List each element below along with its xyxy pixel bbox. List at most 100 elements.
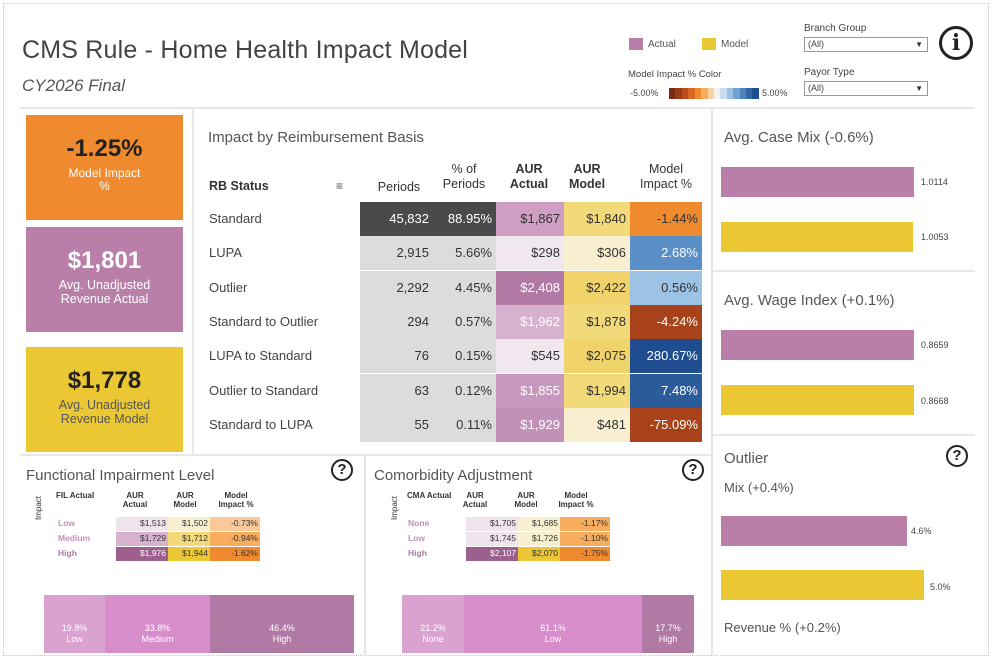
- rb-cell-impact: -4.24%: [630, 304, 702, 339]
- fil-cell-impact: -0.94%: [210, 532, 260, 546]
- cma-cell-actual: $2,107: [466, 547, 518, 561]
- rb-cell-impact: 280.67%: [630, 339, 702, 374]
- wage-index-title: Avg. Wage Index (+0.1%): [724, 292, 895, 309]
- rb-cell-impact: 7.48%: [630, 373, 702, 408]
- fil-col3-header: Model Impact %: [218, 491, 254, 510]
- fil-segment: 33.8% Medium: [105, 595, 210, 653]
- wage-index-actual-bar: [721, 330, 914, 360]
- rb-row-label: Standard to Outlier: [209, 313, 319, 329]
- branch-group-dropdown[interactable]: (All) ▼: [804, 37, 928, 52]
- cma-title: Comorbidity Adjustment: [374, 467, 533, 484]
- case-mix-model-bar: [721, 222, 913, 252]
- branch-group-label: Branch Group: [804, 23, 867, 34]
- rb-cell-model: $2,422: [564, 270, 630, 305]
- cma-segment-label: None: [422, 634, 444, 645]
- kpi-model-impact-value: -1.25%: [66, 135, 143, 162]
- fil-cell-impact: -1.62%: [210, 547, 260, 561]
- pct-periods-header: % of Periods: [442, 162, 486, 191]
- impact-color-label: Model Impact % Color: [628, 69, 722, 80]
- outlier-title: Outlier: [724, 450, 769, 467]
- help-icon-cma[interactable]: ?: [682, 459, 704, 481]
- fil-segment-pct: 19.8%: [61, 623, 88, 633]
- kpi-revenue-actual-label: Avg. Unadjusted Revenue Actual: [58, 278, 151, 306]
- payor-type-value: (All): [808, 83, 824, 93]
- fil-segment-label: Medium: [141, 634, 174, 645]
- rb-cell-model: $1,840: [564, 202, 630, 236]
- aur-actual-header: AUR Actual: [509, 162, 549, 191]
- cma-segment: 61.1% Low: [464, 595, 642, 653]
- fil-segment-label: High: [272, 634, 292, 645]
- rb-cell-model: $306: [564, 236, 630, 271]
- bottom-mid-divider: [364, 456, 366, 656]
- rb-cell-actual: $1,867: [496, 202, 564, 236]
- kpi-model-impact-label: Model Impact %: [68, 166, 141, 194]
- fil-side-label: Impact: [34, 495, 43, 520]
- page-title: CMS Rule - Home Health Impact Model: [22, 36, 469, 64]
- rb-cell-pct: 0.57%: [433, 304, 496, 339]
- rb-cell-impact: -75.09%: [630, 407, 702, 442]
- page-subtitle: CY2026 Final: [22, 76, 126, 95]
- fil-cell-model: $1,712: [168, 532, 210, 546]
- chevron-down-icon: ▼: [915, 84, 923, 93]
- outlier-mix-label: Mix (+0.4%): [724, 480, 794, 495]
- cma-cell-impact: -1.17%: [560, 517, 610, 531]
- rb-cell-actual: $1,929: [496, 407, 564, 442]
- rb-row-label: Outlier: [209, 279, 248, 295]
- cma-row-label: Low: [408, 533, 425, 543]
- rb-cell-periods: 45,832: [360, 202, 433, 236]
- fil-title: Functional Impairment Level: [26, 467, 215, 484]
- sort-icon[interactable]: ≡: [336, 179, 344, 193]
- rb-cell-periods: 76: [360, 339, 433, 374]
- rb-cell-model: $1,994: [564, 373, 630, 408]
- fil-row-label: Medium: [58, 533, 91, 543]
- case-mix-title: Avg. Case Mix (-0.6%): [724, 129, 874, 146]
- fil-cell-actual: $1,729: [116, 532, 168, 546]
- legend-actual-label: Actual: [648, 39, 676, 50]
- branch-group-value: (All): [808, 39, 824, 49]
- outlier-actual-value: 4.6%: [911, 526, 932, 536]
- cma-segment-label: High: [658, 634, 678, 645]
- cma-cell-model: $1,726: [518, 532, 560, 546]
- help-icon-fil[interactable]: ?: [331, 459, 353, 481]
- rb-table-title: Impact by Reimbursement Basis: [208, 129, 424, 146]
- cma-segment: 21.2% None: [402, 595, 464, 653]
- cma-segment: 17.7% High: [642, 595, 694, 653]
- rb-cell-periods: 2,292: [360, 270, 433, 305]
- fil-cell-impact: -0.73%: [210, 517, 260, 531]
- kpi-model-impact: -1.25% Model Impact %: [26, 115, 183, 220]
- help-icon-outlier[interactable]: ?: [946, 445, 968, 467]
- fil-segment-pct: 33.8%: [144, 623, 171, 633]
- rb-cell-pct: 88.95%: [433, 202, 496, 236]
- rb-status-header: RB Status: [209, 179, 269, 193]
- rb-row-label: LUPA: [209, 245, 242, 261]
- cma-cell-model: $2,070: [518, 547, 560, 561]
- cma-segment-pct: 17.7%: [655, 623, 681, 633]
- impact-color-min: -5.00%: [630, 88, 659, 98]
- outlier-model-value: 5.0%: [930, 582, 951, 592]
- rb-cell-periods: 63: [360, 373, 433, 408]
- cma-row-label: High: [408, 548, 427, 558]
- payor-type-label: Payor Type: [804, 67, 855, 78]
- rb-cell-periods: 294: [360, 304, 433, 339]
- rb-cell-periods: 55: [360, 407, 433, 442]
- info-icon[interactable]: i: [939, 26, 973, 60]
- fil-cell-model: $1,502: [168, 517, 210, 531]
- cma-segment-pct: 21.2%: [420, 623, 446, 633]
- legend-model-swatch: [702, 38, 716, 50]
- rb-cell-model: $2,075: [564, 339, 630, 374]
- outlier-model-bar: [721, 570, 924, 600]
- fil-segment-label: Low: [66, 634, 83, 645]
- rb-cell-actual: $298: [496, 236, 564, 271]
- impact-color-gradient: [669, 88, 759, 99]
- fil-col2-header: AUR Model: [173, 491, 197, 510]
- cma-segment-label: Low: [544, 634, 562, 645]
- outlier-revenue-label: Revenue % (+0.2%): [724, 620, 841, 635]
- case-mix-actual-value: 1.0114: [921, 177, 948, 187]
- payor-type-dropdown[interactable]: (All) ▼: [804, 81, 928, 96]
- rb-row-label: Outlier to Standard: [209, 382, 319, 398]
- legend-model-label: Model: [721, 39, 749, 50]
- fil-row-label: Low: [58, 518, 75, 528]
- fil-cell-actual: $1,513: [116, 517, 168, 531]
- rb-cell-pct: 4.45%: [433, 270, 496, 305]
- kpi-revenue-model-value: $1,778: [67, 367, 142, 394]
